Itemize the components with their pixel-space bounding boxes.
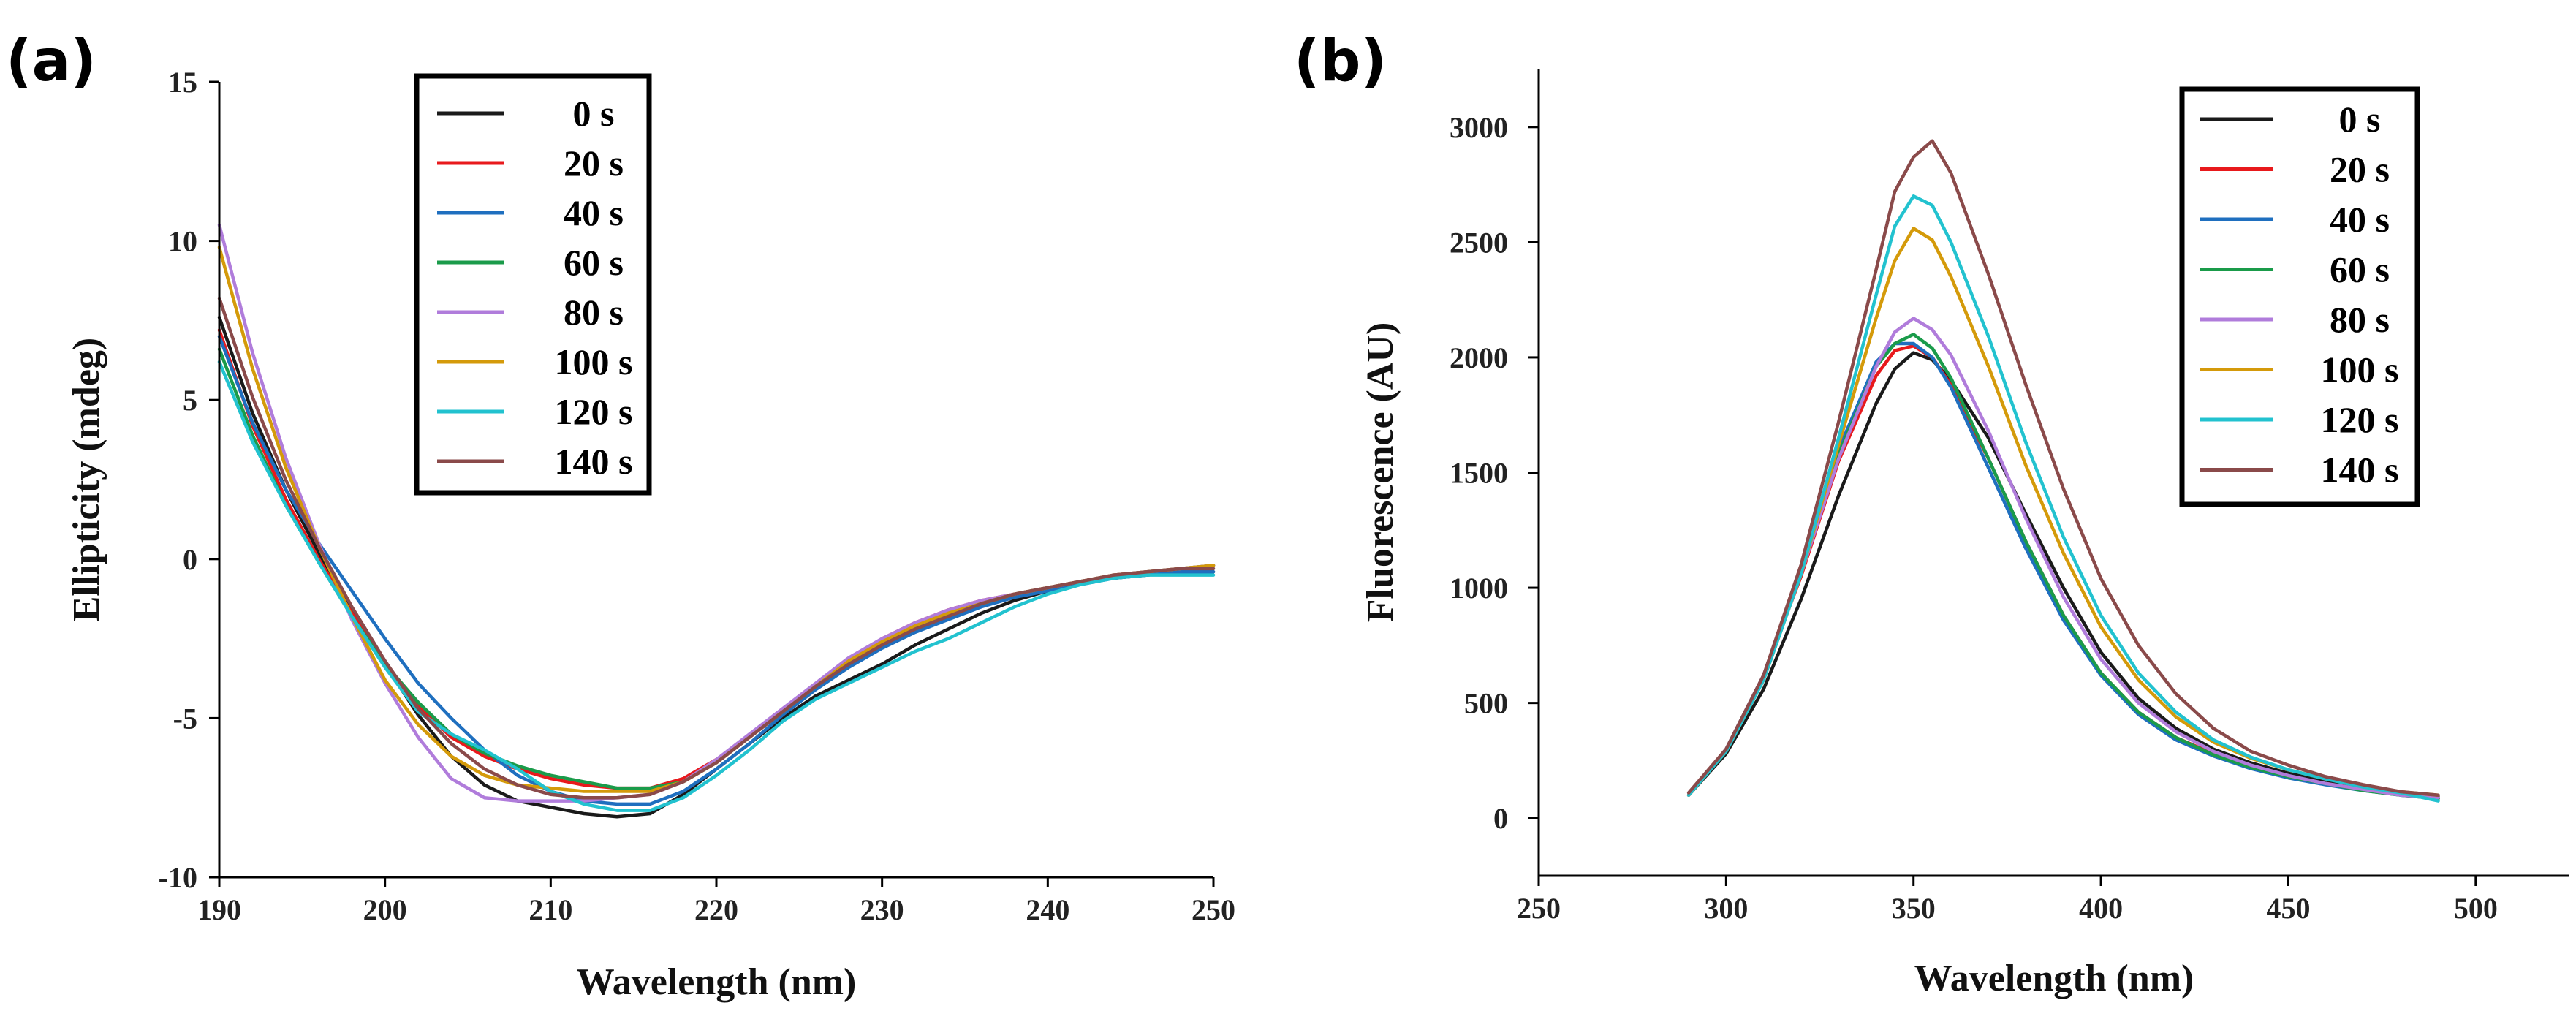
panel-a-label: (a) — [6, 29, 96, 94]
y-tick-label: 1500 — [1450, 457, 1508, 490]
y-tick-label: 0 — [183, 543, 197, 576]
series-line-120s — [1686, 194, 2440, 803]
x-tick-label: 250 — [1192, 893, 1235, 926]
series-line-80s — [217, 223, 1216, 803]
x-tick-label: 450 — [2266, 892, 2310, 925]
y-tick-label: 10 — [168, 225, 197, 258]
legend-label-80s: 80 s — [2330, 299, 2390, 340]
legend-label-60s: 60 s — [2330, 249, 2390, 290]
y-tick-label: 2500 — [1450, 226, 1508, 259]
panel-a-legend: 0 s 20 s 40 s 60 s 80 s 100 s 120 s 140 s — [414, 73, 652, 496]
panel-a-series-group — [217, 223, 1216, 819]
panel-a-ticks: 190 200 210 220 230 240 250 -10 -5 0 5 10 15 — [159, 66, 1235, 926]
x-tick-label: 400 — [2079, 892, 2123, 925]
y-tick-label: 0 — [1493, 802, 1508, 835]
panel-b-ticks: 250 300 350 400 450 500 0 500 1000 1500 2000 2500 30… — [1450, 111, 2498, 925]
series-line-140s — [1686, 139, 2440, 797]
legend-label-100s: 100 s — [2321, 349, 2399, 390]
panel-b-label: (b) — [1294, 29, 1387, 94]
panel-b-legend-items: 0 s 20 s 40 s 60 s 80 s 100 s 120 s 140 s — [2200, 99, 2398, 491]
legend-label-20s: 20 s — [564, 143, 624, 183]
legend-label-80s: 80 s — [564, 292, 624, 333]
y-tick-label: -5 — [173, 702, 197, 735]
series-line-0s — [1686, 351, 2440, 798]
series-line-0s — [217, 315, 1216, 819]
series-line-40s — [217, 334, 1216, 806]
y-tick-label: 2000 — [1450, 341, 1508, 374]
series-line-140s — [217, 296, 1216, 800]
panel-a-legend-items: 0 s 20 s 40 s 60 s 80 s 100 s 120 s 140 s — [437, 93, 632, 482]
legend-label-140s: 140 s — [555, 441, 633, 482]
y-tick-label: 15 — [168, 66, 197, 99]
x-tick-label: 200 — [363, 893, 407, 926]
series-line-100s — [217, 246, 1216, 793]
panel-b-y-axis-title: Fluorescence (AU) — [1360, 322, 1401, 623]
x-tick-label: 190 — [197, 893, 241, 926]
series-line-80s — [1686, 317, 2440, 800]
x-tick-label: 240 — [1026, 893, 1069, 926]
y-tick-label: 1000 — [1450, 572, 1508, 605]
series-line-20s — [217, 328, 1216, 790]
y-tick-label: 5 — [183, 384, 197, 417]
x-tick-label: 230 — [860, 893, 904, 926]
series-line-120s — [217, 360, 1216, 812]
panel-a-y-axis-title: Ellipticity (mdeg) — [66, 338, 107, 622]
panel-b-x-axis-title: Wavelength (nm) — [1914, 958, 2194, 999]
panel-b-fluorescence-spectra: (b) 250 300 350 400 450 500050010001500200025… — [1294, 29, 2569, 999]
legend-label-120s: 120 s — [2321, 399, 2399, 440]
x-tick-label: 350 — [1892, 892, 1936, 925]
y-tick-label: -10 — [159, 861, 197, 894]
x-tick-label: 210 — [529, 893, 572, 926]
legend-label-60s: 60 s — [564, 242, 624, 283]
y-tick-label: 500 — [1464, 687, 1508, 720]
panel-b-series-group — [1686, 139, 2440, 803]
x-tick-label: 220 — [694, 893, 738, 926]
series-line-60s — [217, 347, 1216, 790]
x-tick-label: 300 — [1704, 892, 1748, 925]
legend-label-0s: 0 s — [2339, 99, 2381, 140]
x-tick-label: 500 — [2454, 892, 2498, 925]
legend-label-0s: 0 s — [573, 93, 615, 134]
legend-label-100s: 100 s — [555, 341, 633, 382]
panel-b-legend-box — [2179, 86, 2420, 507]
x-tick-label: 250 — [1517, 892, 1561, 925]
legend-label-20s: 20 s — [2330, 149, 2390, 190]
legend-label-40s: 40 s — [2330, 199, 2390, 240]
panel-b-legend: 0 s 20 s 40 s 60 s 80 s 100 s 120 s 140 s — [2179, 86, 2420, 507]
legend-label-40s: 40 s — [564, 192, 624, 233]
panel-a-legend-box — [414, 73, 652, 496]
y-tick-label: 3000 — [1450, 111, 1508, 144]
panel-a-cd-spectra: (a) 190 200 210 220 230 240 250 -10 -5 0 5 10 15 Wav… — [6, 29, 1235, 1003]
legend-label-140s: 140 s — [2321, 450, 2399, 491]
legend-label-120s: 120 s — [555, 391, 633, 432]
panel-a-x-axis-title: Wavelength (nm) — [577, 961, 857, 1003]
